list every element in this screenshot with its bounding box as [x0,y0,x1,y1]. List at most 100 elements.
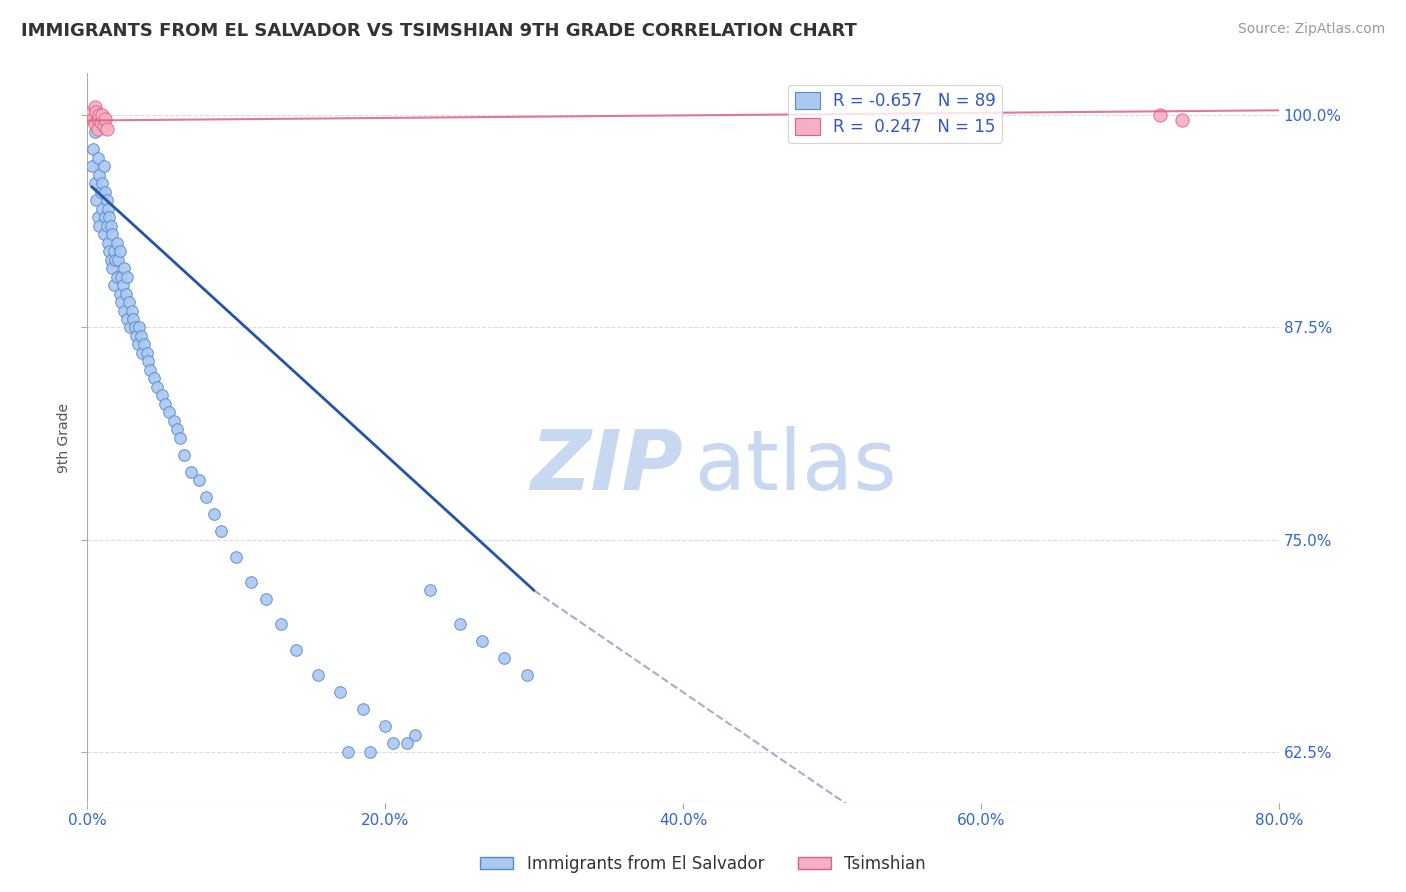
Legend: Immigrants from El Salvador, Tsimshian: Immigrants from El Salvador, Tsimshian [474,848,932,880]
Point [396,736,419,750]
Point [209,524,232,538]
Point [103,278,125,293]
Point [86,112,108,126]
Point [494,651,516,665]
Point [169,431,191,445]
Point [135,346,157,360]
Point [449,617,471,632]
Point [359,745,381,759]
Point [83,117,105,131]
Point [98,244,121,259]
Point [1149,108,1171,122]
Point [94,185,117,199]
Point [138,363,160,377]
Point [82,112,104,126]
Point [122,312,145,326]
Point [94,112,117,126]
Point [110,269,132,284]
Point [136,354,159,368]
Point [87,219,110,233]
Point [131,346,153,360]
Point [118,295,141,310]
Point [101,261,124,276]
Point [97,202,120,216]
Point [100,252,122,267]
Point [270,617,292,632]
Point [103,244,125,259]
Point [374,719,396,733]
Point [153,397,176,411]
Point [225,549,247,564]
Point [117,269,139,284]
Point [87,168,110,182]
Point [108,286,131,301]
Point [307,668,329,682]
Point [284,643,307,657]
Point [146,380,169,394]
Point [108,244,131,259]
Point [100,219,122,233]
Point [111,278,134,293]
Point [352,702,374,716]
Point [419,583,441,598]
Legend: R = -0.657   N = 89, R =  0.247   N = 15: R = -0.657 N = 89, R = 0.247 N = 15 [787,85,1002,143]
Point [115,286,138,301]
Point [129,329,152,343]
Point [143,371,166,385]
Text: Source: ZipAtlas.com: Source: ZipAtlas.com [1237,22,1385,37]
Y-axis label: 9th Grade: 9th Grade [58,403,72,473]
Point [254,591,277,606]
Point [471,634,494,648]
Point [107,252,129,267]
Point [150,388,173,402]
Text: ZIP: ZIP [530,426,683,508]
Point [121,303,143,318]
Point [162,414,184,428]
Point [117,312,139,326]
Point [90,115,112,129]
Text: IMMIGRANTS FROM EL SALVADOR VS TSIMSHIAN 9TH GRADE CORRELATION CHART: IMMIGRANTS FROM EL SALVADOR VS TSIMSHIAN… [21,22,858,40]
Point [381,736,404,750]
Point [87,108,110,122]
Point [86,151,108,165]
Point [93,119,115,133]
Point [90,185,112,199]
Point [104,252,127,267]
Point [93,159,115,173]
Point [93,227,115,242]
Point [166,422,188,436]
Point [110,295,132,310]
Point [125,329,148,343]
Point [516,668,538,682]
Point [1171,113,1194,128]
Point [91,202,114,216]
Text: atlas: atlas [695,426,897,508]
Point [86,122,108,136]
Point [240,574,263,589]
Point [112,303,135,318]
Point [336,745,359,759]
Point [83,176,105,190]
Point [80,105,103,120]
Point [91,108,114,122]
Point [195,490,218,504]
Point [94,210,117,224]
Point [83,125,105,139]
Point [84,193,107,207]
Point [112,261,135,276]
Point [97,235,120,250]
Point [120,320,142,334]
Point [83,100,105,114]
Point [132,337,155,351]
Point [127,337,149,351]
Point [80,159,103,173]
Point [329,685,352,699]
Point [404,728,426,742]
Point [96,122,118,136]
Point [105,235,128,250]
Point [202,507,225,521]
Point [105,269,128,284]
Point [82,142,104,156]
Point [187,473,209,487]
Point [173,448,195,462]
